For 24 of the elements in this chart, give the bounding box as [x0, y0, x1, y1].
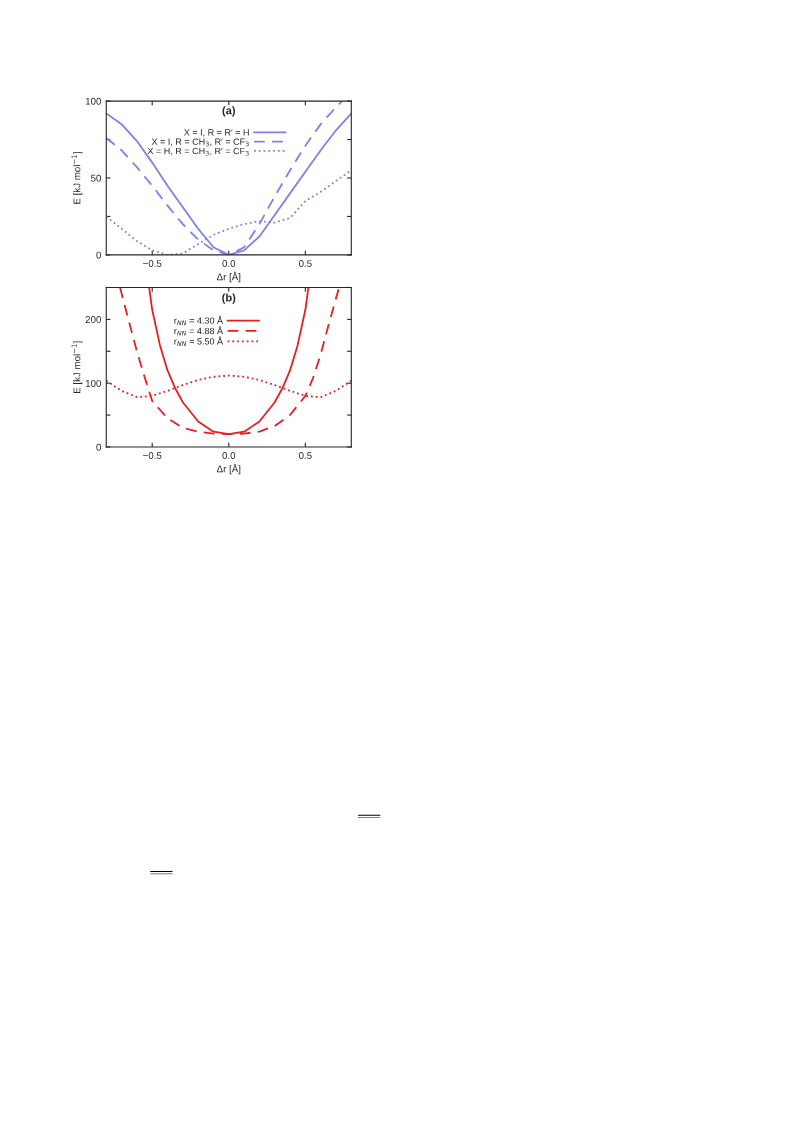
legend-label: X = I, R = R′ = H	[184, 129, 249, 137]
y-tick-label: 0	[96, 443, 102, 451]
x-tick-label: 0.0	[222, 452, 236, 459]
chart-title: (a)	[222, 106, 236, 117]
x-tick-label: 0.5	[298, 260, 312, 267]
x-tick-label: 0.5	[298, 452, 312, 459]
y-tick-label: 200	[85, 316, 102, 323]
legend-label: r$_{NN}$ = 4.30 Å	[174, 315, 224, 326]
y-tick-label: 50	[90, 174, 102, 182]
legend-label: X = H, R = CH$_{3}$, R′ = CF$_{3}$	[147, 147, 249, 156]
x-tick-label: −0.5	[143, 260, 162, 267]
y-tick-label: 100	[85, 379, 102, 387]
y-axis-title: E [kJ mol$^{−1}$]	[71, 152, 83, 204]
y-axis-title: E [kJ mol$^{−1}$]	[71, 341, 83, 393]
x-axis-title: Δr [Å]	[216, 271, 241, 283]
y-tick-label: 100	[85, 97, 102, 105]
legend-label: X = I, R = CH$_{3}$, R′ = CF$_{3}$	[151, 138, 249, 147]
x-tick-label: −0.5	[143, 452, 162, 459]
text: (b)	[222, 293, 236, 304]
x-tick-label: 0.0	[222, 260, 236, 267]
x-axis-title: Δr [Å]	[216, 463, 241, 475]
legend-label: r$_{NN}$ = 5.50 Å	[174, 336, 224, 346]
legend-label: r$_{NN}$ = 4.88 Å	[174, 326, 224, 336]
y-tick-label: 0	[96, 251, 102, 259]
